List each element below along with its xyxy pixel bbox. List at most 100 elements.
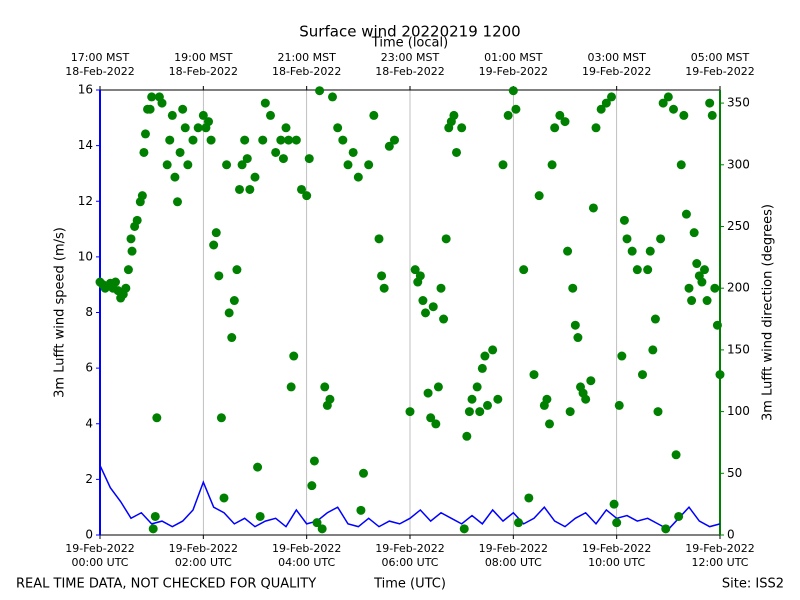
direction-point bbox=[209, 240, 219, 250]
y2-tick-label: 250 bbox=[727, 219, 750, 233]
x2-tick-label: 17:00 MST 18-Feb-2022 bbox=[65, 51, 134, 78]
direction-point bbox=[258, 135, 268, 145]
direction-point bbox=[188, 135, 198, 145]
direction-point bbox=[433, 382, 443, 392]
y-tick-label: 14 bbox=[78, 138, 93, 152]
direction-point bbox=[596, 104, 606, 114]
direction-point bbox=[638, 370, 647, 380]
direction-point bbox=[568, 283, 578, 293]
direction-point bbox=[607, 92, 616, 102]
direction-point bbox=[467, 394, 477, 404]
direction-point bbox=[309, 456, 319, 466]
direction-point bbox=[152, 413, 162, 423]
x2-tick-label: 01:00 MST 19-Feb-2022 bbox=[479, 51, 548, 78]
direction-point bbox=[206, 135, 216, 145]
direction-point bbox=[123, 265, 133, 275]
direction-point bbox=[148, 524, 158, 534]
y2-tick-label: 100 bbox=[727, 404, 750, 418]
x-tick-label: 19-Feb-2022 02:00 UTC bbox=[169, 542, 238, 569]
site-label: Site: ISS2 bbox=[722, 577, 784, 592]
y-tick-label: 2 bbox=[85, 472, 93, 486]
direction-point bbox=[565, 407, 575, 417]
direction-point bbox=[627, 246, 637, 256]
direction-point bbox=[229, 296, 239, 306]
direction-point bbox=[423, 388, 433, 398]
direction-point bbox=[289, 351, 299, 361]
direction-point bbox=[679, 110, 689, 120]
direction-point bbox=[291, 135, 301, 145]
direction-point bbox=[648, 345, 658, 355]
direction-point bbox=[436, 283, 446, 293]
y2-tick-label: 50 bbox=[727, 466, 742, 480]
direction-point bbox=[609, 499, 619, 509]
direction-point bbox=[307, 481, 317, 491]
direction-point bbox=[449, 110, 459, 120]
direction-point bbox=[183, 160, 193, 170]
direction-point bbox=[139, 147, 149, 157]
direction-point bbox=[222, 160, 232, 170]
direction-point bbox=[304, 154, 314, 164]
direction-point bbox=[333, 123, 343, 133]
direction-point bbox=[242, 154, 252, 164]
direction-point bbox=[475, 407, 485, 417]
y2-tick-label: 300 bbox=[727, 157, 750, 171]
direction-point bbox=[498, 160, 508, 170]
direction-point bbox=[692, 259, 702, 269]
direction-point bbox=[545, 419, 554, 429]
direction-point bbox=[193, 123, 203, 133]
y-tick-label: 4 bbox=[85, 416, 93, 430]
direction-point bbox=[488, 345, 498, 355]
direction-point bbox=[669, 104, 678, 114]
direction-point bbox=[472, 382, 482, 392]
direction-point bbox=[250, 172, 260, 182]
direction-point bbox=[145, 104, 155, 114]
direction-point bbox=[132, 215, 142, 225]
x2-tick-label: 19:00 MST 18-Feb-2022 bbox=[169, 51, 238, 78]
direction-point bbox=[302, 191, 312, 201]
direction-point bbox=[178, 104, 188, 114]
direction-point bbox=[253, 462, 263, 472]
direction-point bbox=[353, 172, 363, 182]
direction-point bbox=[214, 271, 224, 281]
direction-point bbox=[581, 394, 591, 404]
direction-point bbox=[524, 493, 534, 503]
direction-point bbox=[441, 234, 451, 244]
direction-point bbox=[286, 382, 296, 392]
direction-point bbox=[477, 363, 487, 373]
direction-point bbox=[702, 296, 712, 306]
direction-point bbox=[297, 184, 306, 194]
y2-tick-label: 350 bbox=[727, 96, 750, 110]
direction-point bbox=[278, 154, 288, 164]
direction-point bbox=[493, 394, 503, 404]
direction-point bbox=[126, 234, 136, 244]
direction-point bbox=[216, 413, 226, 423]
direction-point bbox=[570, 320, 580, 330]
y-tick-label: 16 bbox=[78, 83, 93, 97]
direction-point bbox=[325, 394, 335, 404]
direction-point bbox=[586, 376, 596, 386]
y-tick-label: 12 bbox=[78, 194, 93, 208]
y2-tick-label: 150 bbox=[727, 342, 750, 356]
direction-point bbox=[601, 98, 611, 108]
direction-point bbox=[227, 333, 237, 343]
direction-point bbox=[622, 234, 632, 244]
direction-point bbox=[111, 277, 120, 287]
direction-point bbox=[260, 98, 270, 108]
direction-point bbox=[167, 110, 177, 120]
direction-point bbox=[284, 135, 294, 145]
direction-point bbox=[384, 141, 394, 151]
direction-point bbox=[457, 123, 467, 133]
direction-point bbox=[612, 518, 622, 528]
x2-tick-label: 23:00 MST 18-Feb-2022 bbox=[375, 51, 444, 78]
x2-tick-label: 05:00 MST 19-Feb-2022 bbox=[685, 51, 754, 78]
direction-point bbox=[508, 86, 518, 96]
direction-point bbox=[343, 160, 353, 170]
x2-axis-label: Time (local) bbox=[371, 36, 448, 51]
direction-point bbox=[519, 265, 529, 275]
direction-point bbox=[359, 468, 368, 478]
direction-point bbox=[555, 110, 565, 120]
direction-point bbox=[617, 351, 627, 361]
direction-point bbox=[700, 265, 709, 275]
x-tick-label: 19-Feb-2022 10:00 UTC bbox=[582, 542, 651, 569]
direction-point bbox=[180, 123, 190, 133]
